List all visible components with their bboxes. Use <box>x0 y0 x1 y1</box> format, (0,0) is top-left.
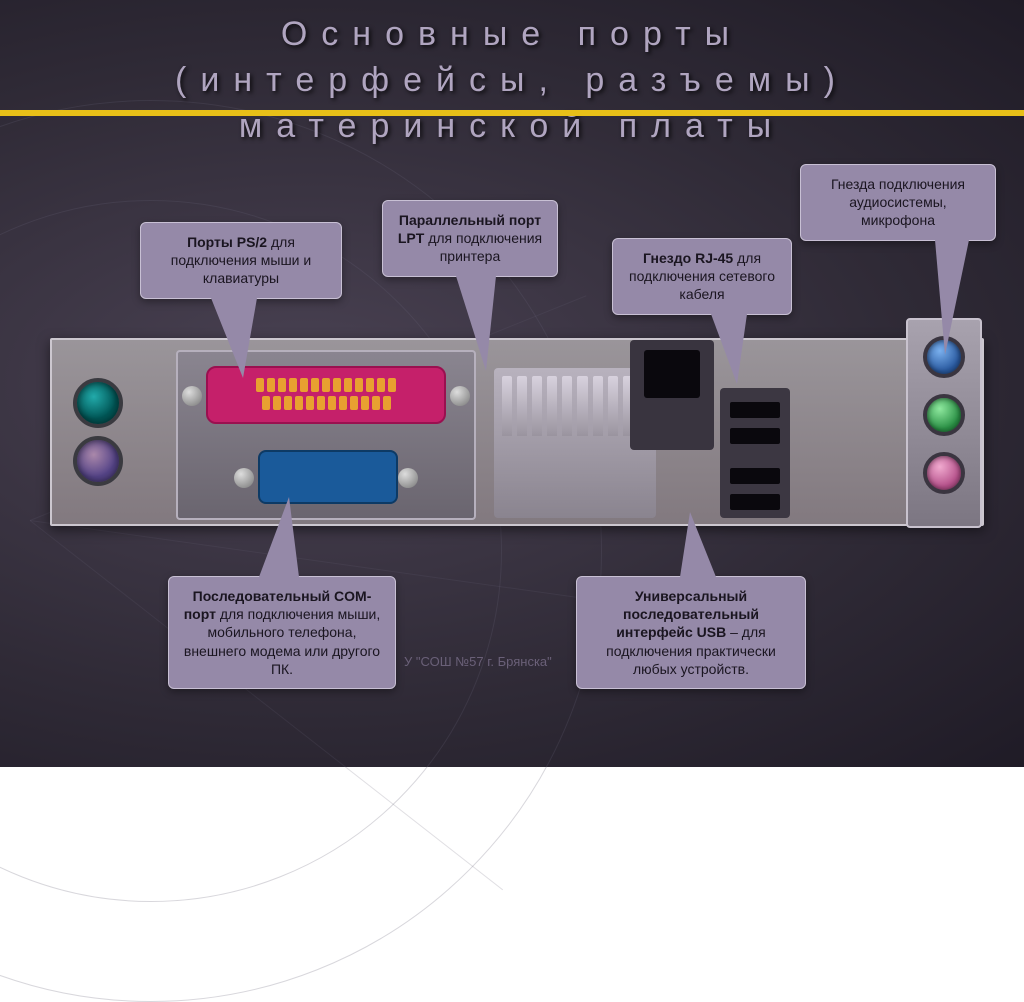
callout-audio-text: Гнезда подключения аудиосистемы, микрофо… <box>831 176 965 228</box>
callout-audio: Гнезда подключения аудиосистемы, микрофо… <box>800 164 996 241</box>
callout-ps2-bold: Порты PS/2 <box>187 234 267 250</box>
callout-ps2: Порты PS/2 для подключения мыши и клавиа… <box>140 222 342 299</box>
slide-title: Основные порты (интерфейсы, разъемы) мат… <box>0 12 1024 150</box>
callout-usb: Универсальный последовательный интерфейс… <box>576 576 806 689</box>
title-line-1: Основные порты <box>0 12 1024 58</box>
callout-rj45: Гнездо RJ-45 для подключения сетевого ка… <box>612 238 792 315</box>
callout-lpt: Параллельный порт LPT для подключения пр… <box>382 200 558 277</box>
callout-com: Последовательный COM-порт для подключени… <box>168 576 396 689</box>
rj45-port <box>630 340 714 450</box>
ps2-mouse-port <box>73 378 123 428</box>
ps2-keyboard-port <box>73 436 123 486</box>
footer-credit: У "СОШ №57 г. Брянска" <box>404 654 552 669</box>
callout-rj45-bold: Гнездо RJ-45 <box>643 250 733 266</box>
com-connector <box>258 450 398 504</box>
audio-jack-mic <box>923 452 965 494</box>
title-underline <box>0 110 1024 116</box>
audio-jack-line-out <box>923 394 965 436</box>
title-line-2: (интерфейсы, разъемы) <box>0 58 1024 104</box>
usb-ports <box>720 388 790 518</box>
ps2-ports <box>62 370 134 508</box>
callout-lpt-text: для подключения принтера <box>424 230 542 264</box>
